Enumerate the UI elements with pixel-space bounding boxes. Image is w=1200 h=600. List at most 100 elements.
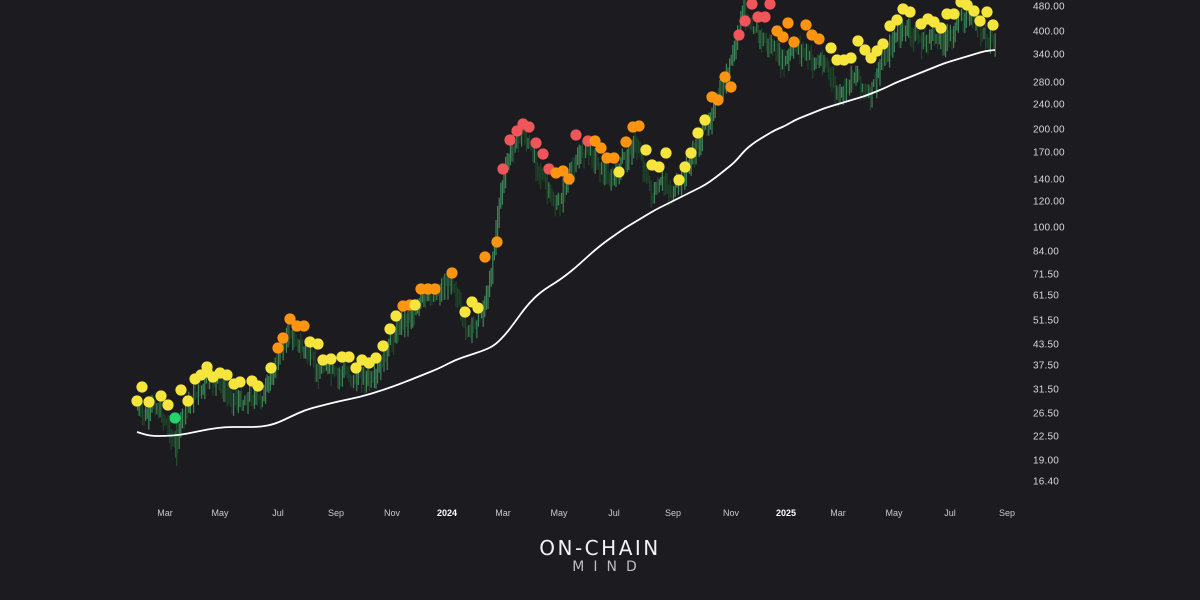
signal-dot-red [739, 15, 751, 27]
signal-dot-orange [595, 142, 607, 154]
signal-dot-yellow [175, 384, 187, 396]
y-tick-label: 19.00 [1033, 455, 1060, 467]
x-tick-label: Jul [608, 508, 620, 518]
x-tick-label: Mar [830, 508, 846, 518]
signal-dot-orange [272, 342, 284, 354]
signal-dot-yellow [891, 14, 903, 26]
signal-dot-yellow [974, 15, 986, 27]
signal-dot-yellow [325, 353, 337, 365]
signal-dot-yellow [350, 362, 362, 374]
x-tick-label: Sep [327, 508, 345, 518]
signal-dot-yellow [825, 42, 837, 54]
signal-dot-orange [813, 33, 825, 45]
signal-dot-yellow [155, 390, 167, 402]
y-tick-label: 61.50 [1033, 290, 1060, 302]
signal-dot-yellow [234, 376, 246, 388]
signal-dot-yellow [679, 161, 691, 173]
signal-dot-yellow [699, 114, 711, 126]
signal-dot-yellow [201, 361, 213, 373]
x-tick-label: Nov [722, 508, 740, 518]
signal-dot-orange [788, 36, 800, 48]
signal-dot-red [504, 134, 516, 146]
signal-dot-orange [298, 320, 310, 332]
signal-dots [131, 0, 999, 424]
signal-dot-yellow [390, 310, 402, 322]
signal-dot-orange [782, 17, 794, 29]
signal-dot-orange [284, 313, 296, 325]
signal-dot-yellow [252, 380, 264, 392]
signal-dot-yellow [904, 6, 916, 18]
signal-dot-yellow [685, 147, 697, 159]
y-tick-label: 84.00 [1033, 246, 1060, 258]
moving-average-line [136, 49, 996, 437]
y-tick-label: 200.00 [1033, 124, 1065, 136]
signal-dot-red [733, 29, 745, 41]
y-tick-label: 22.50 [1033, 431, 1060, 443]
signal-dot-yellow [312, 338, 324, 350]
signal-dot-orange [479, 251, 491, 263]
signal-dot-yellow [987, 19, 999, 31]
x-tick-year-label: 2024 [436, 508, 458, 518]
y-tick-label: 480.00 [1033, 1, 1065, 13]
signal-dot-yellow [660, 147, 672, 159]
y-tick-label: 37.50 [1033, 360, 1060, 372]
signal-dot-red [570, 129, 582, 141]
brand-logo-line1: ON-CHAIN [539, 536, 661, 560]
signal-dot-yellow [131, 395, 143, 407]
y-tick-label: 280.00 [1033, 77, 1065, 89]
signal-dot-orange [712, 94, 724, 106]
signal-dot-yellow [948, 8, 960, 20]
signal-dot-red [746, 0, 758, 10]
y-tick-label: 240.00 [1033, 99, 1065, 111]
x-tick-label: Jul [272, 508, 284, 518]
signal-dot-yellow [877, 38, 889, 50]
signal-dot-orange [557, 165, 569, 177]
signal-dot-orange [608, 152, 620, 164]
signal-dot-yellow [370, 352, 382, 364]
x-tick-label: Nov [383, 508, 401, 518]
signal-dot-yellow [845, 52, 857, 64]
x-tick-label: Mar [495, 508, 511, 518]
brand-logo-line2: MIND [572, 559, 646, 575]
y-tick-label: 51.50 [1033, 315, 1060, 327]
signal-dot-yellow [182, 395, 194, 407]
signal-dot-yellow [935, 22, 947, 34]
signal-dot-yellow [653, 161, 665, 173]
y-tick-label: 31.50 [1033, 384, 1060, 396]
signal-dot-yellow [343, 351, 355, 363]
signal-dot-red [764, 0, 776, 10]
signal-dot-green [169, 412, 181, 424]
signal-dot-yellow [409, 299, 421, 311]
signal-dot-yellow [162, 399, 174, 411]
y-tick-label: 71.50 [1033, 269, 1060, 281]
signal-dot-yellow [472, 302, 484, 314]
y-tick-label: 16.40 [1033, 476, 1060, 488]
y-tick-label: 43.50 [1033, 339, 1060, 351]
x-tick-label: May [885, 508, 903, 518]
signal-dot-orange [777, 31, 789, 43]
signal-dot-red [537, 148, 549, 160]
x-tick-label: Jul [944, 508, 956, 518]
signal-dot-yellow [265, 362, 277, 374]
signal-dot-red [497, 163, 509, 175]
signal-dot-orange [620, 136, 632, 148]
signal-dot-orange [446, 267, 458, 279]
signal-dot-orange [800, 19, 812, 31]
signal-dot-orange [429, 283, 441, 295]
x-tick-label: Sep [998, 508, 1016, 518]
signal-dot-yellow [852, 35, 864, 47]
x-tick-label: May [550, 508, 568, 518]
signal-dot-yellow [384, 323, 396, 335]
signal-dot-orange [277, 332, 289, 344]
signal-dot-yellow [377, 340, 389, 352]
signal-dot-yellow [859, 44, 871, 56]
signal-dot-yellow [613, 166, 625, 178]
signal-dot-yellow [143, 396, 155, 408]
signal-dot-yellow [221, 369, 233, 381]
y-tick-label: 100.00 [1033, 222, 1065, 234]
signal-dot-yellow [968, 5, 980, 17]
signal-dot-yellow [459, 306, 471, 318]
y-tick-label: 120.00 [1033, 196, 1065, 208]
